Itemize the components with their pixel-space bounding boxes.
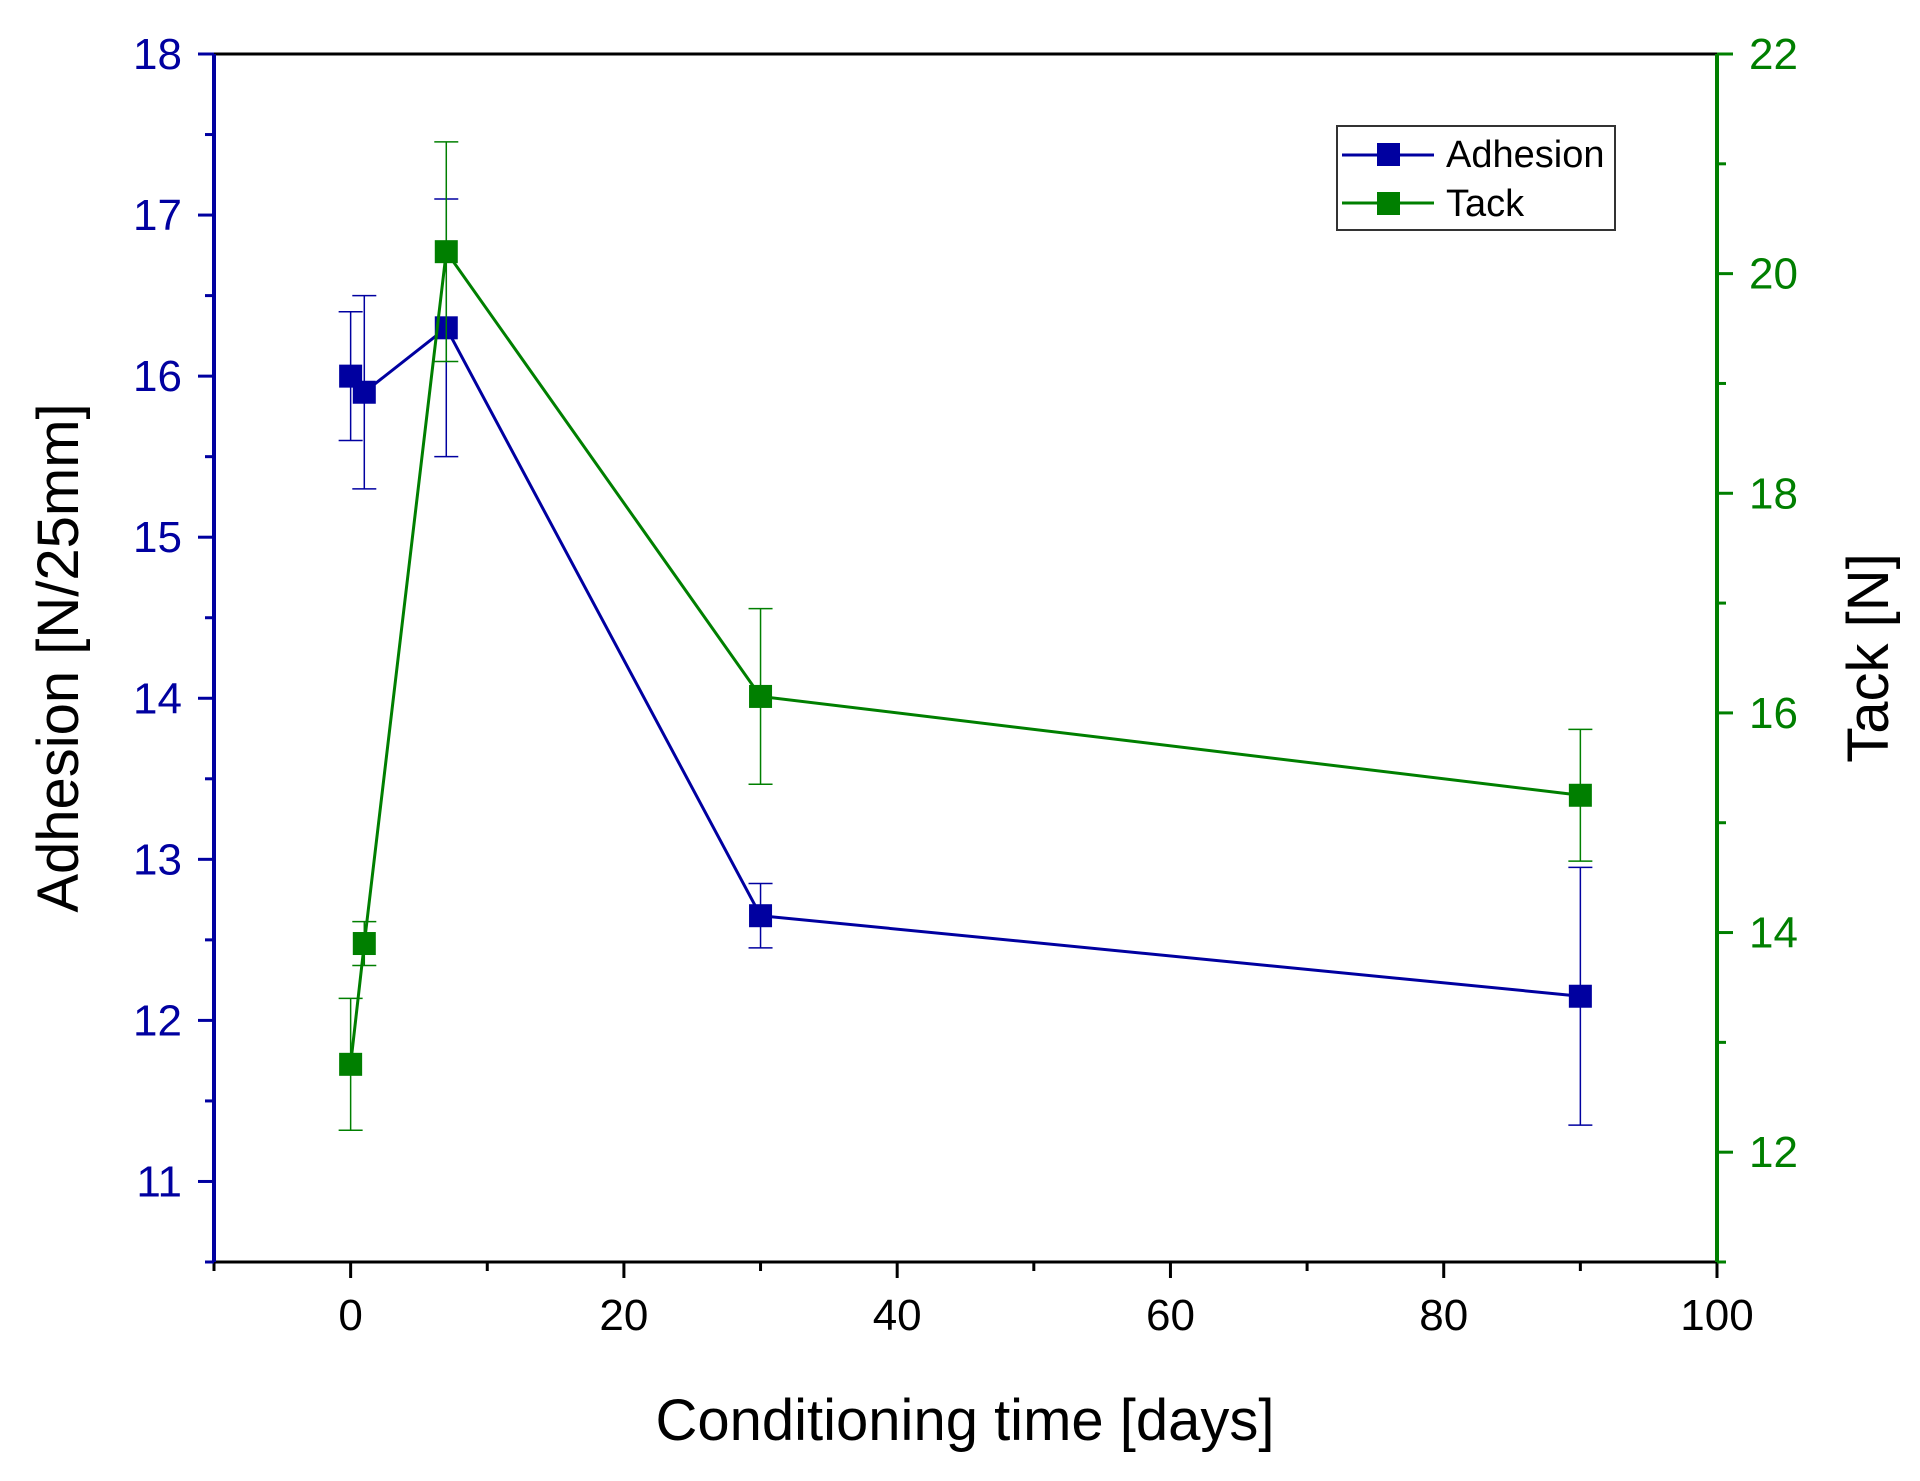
x-axis-label: Conditioning time [days] <box>656 1388 1275 1453</box>
legend-tack-label: Tack <box>1446 183 1525 225</box>
tack-point <box>434 240 458 264</box>
y-axis-left-label: Adhesion [N/25mm] <box>26 403 91 912</box>
y-left-tick-label: 14 <box>133 674 182 723</box>
x-tick-label: 60 <box>1146 1291 1195 1340</box>
tack-line <box>349 247 1581 1065</box>
x-tick-label: 40 <box>873 1291 922 1340</box>
y-left-tick-label: 11 <box>136 1157 182 1206</box>
y-left-tick-label: 18 <box>133 30 182 79</box>
axes: 0 20 40 60 80 100 11 12 13 14 15 16 17 18 12 14 16 18 20 22 <box>133 30 1798 1340</box>
adhesion-point <box>352 380 376 404</box>
x-tick-label: 20 <box>599 1291 648 1340</box>
adhesion-line <box>349 325 1581 998</box>
legend: Adhesion Tack <box>1336 125 1616 231</box>
legend-adhesion-marker <box>1377 143 1400 166</box>
y-right-tick-label: 12 <box>1749 1128 1798 1177</box>
plot-marks <box>338 141 1593 1131</box>
y-left-tick-label: 16 <box>133 352 182 401</box>
y-right-tick-label: 14 <box>1749 909 1798 958</box>
tack-point <box>1568 783 1592 807</box>
y-right-tick-label: 20 <box>1749 250 1798 299</box>
x-tick-label: 0 <box>338 1291 362 1340</box>
y-left-tick-label: 17 <box>133 191 182 240</box>
y-right-tick-label: 22 <box>1749 30 1798 79</box>
y-left-tick-label: 13 <box>133 835 182 884</box>
x-tick-label: 80 <box>1419 1291 1468 1340</box>
tack-point <box>339 1052 363 1076</box>
legend-tack-marker <box>1377 192 1400 215</box>
y-left-tick-label: 12 <box>133 996 182 1045</box>
y-axis-right-label: Tack [N] <box>1836 553 1901 763</box>
adhesion-point <box>749 904 773 928</box>
y-left-tick-label: 15 <box>133 513 182 562</box>
y-right-tick-label: 16 <box>1749 689 1798 738</box>
y-right-tick-label: 18 <box>1749 469 1798 518</box>
tack-point <box>352 932 376 956</box>
tack-point <box>749 684 773 708</box>
legend-adhesion-label: Adhesion <box>1446 134 1604 176</box>
adhesion-point <box>1568 984 1592 1008</box>
x-tick-label: 100 <box>1680 1291 1753 1340</box>
